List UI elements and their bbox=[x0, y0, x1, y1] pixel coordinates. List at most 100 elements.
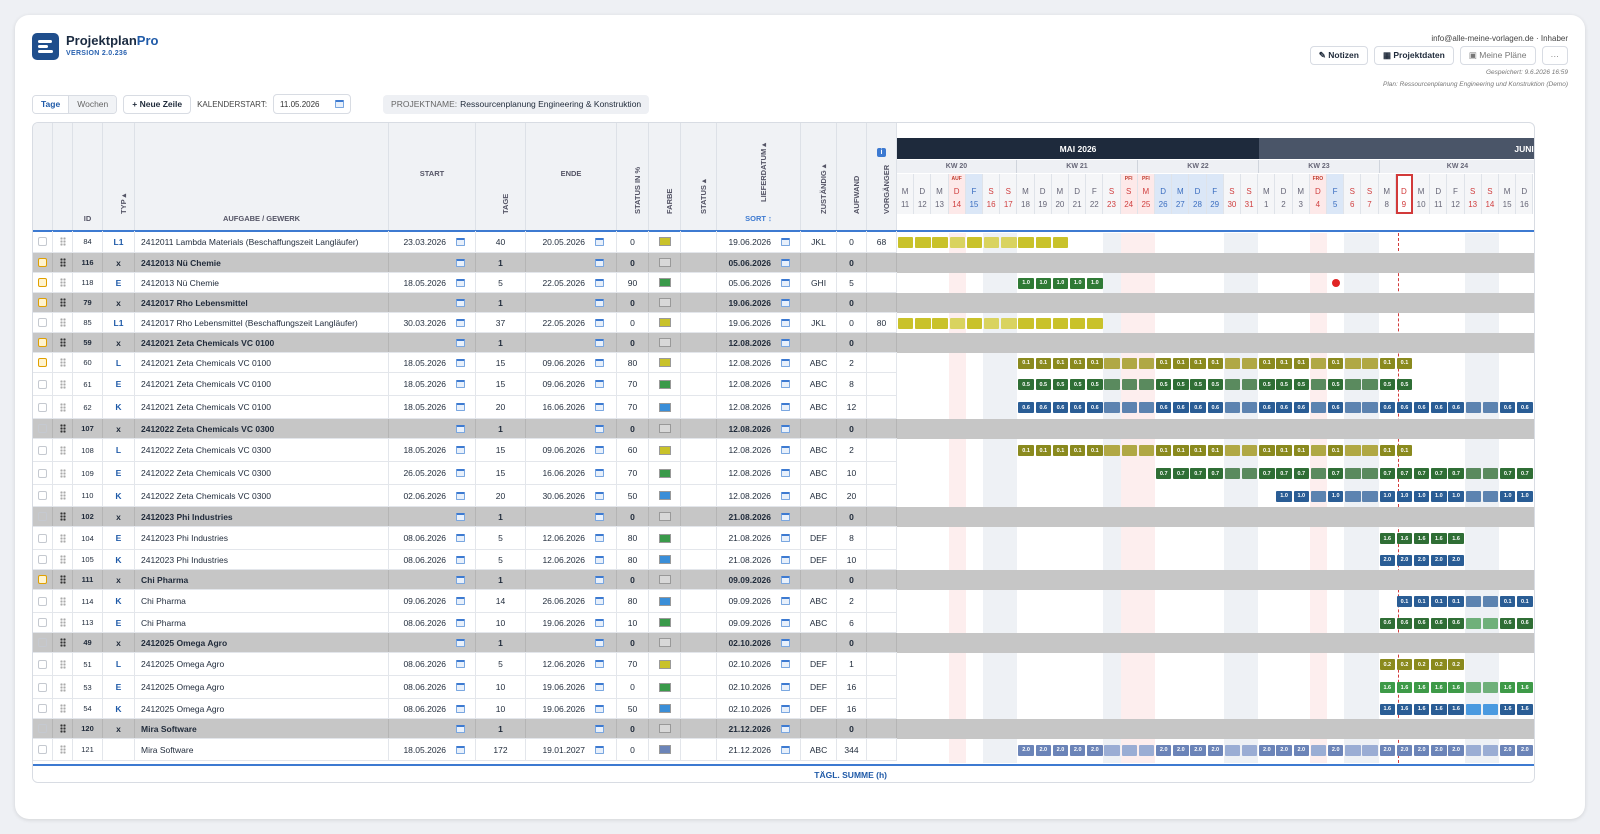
gantt-bar[interactable]: 0.2 bbox=[1414, 659, 1430, 670]
row-delivery[interactable]: 19.06.2026 bbox=[728, 317, 771, 328]
edit-icon[interactable] bbox=[38, 533, 47, 543]
gantt-bar[interactable] bbox=[1224, 468, 1241, 479]
calendar-icon[interactable] bbox=[456, 491, 465, 500]
row-days[interactable]: 1 bbox=[498, 723, 503, 734]
gantt-bar[interactable]: 2.0 bbox=[1431, 554, 1447, 566]
gantt-bar[interactable] bbox=[1482, 744, 1499, 756]
gantt-bar[interactable]: 2.0 bbox=[1414, 744, 1430, 756]
row-start[interactable]: 08.06.2026 bbox=[403, 533, 446, 543]
color-swatch[interactable] bbox=[658, 468, 671, 478]
calendar-icon[interactable] bbox=[456, 278, 465, 287]
row-status-pct[interactable]: 10 bbox=[627, 617, 638, 628]
col-header-id[interactable]: ID bbox=[73, 123, 103, 231]
row-end[interactable]: 09.06.2026 bbox=[542, 445, 585, 455]
gantt-bar[interactable]: 0.7 bbox=[1293, 468, 1309, 479]
color-swatch[interactable] bbox=[658, 618, 671, 627]
gantt-bar[interactable] bbox=[1362, 490, 1378, 502]
gantt-bar[interactable] bbox=[1224, 379, 1241, 390]
row-start[interactable]: 26.05.2026 bbox=[403, 468, 446, 478]
gantt-bar[interactable]: 0.6 bbox=[1414, 402, 1430, 413]
row-responsible[interactable]: ABC bbox=[809, 596, 828, 606]
day-header[interactable]: M 18 bbox=[1017, 174, 1035, 214]
edit-icon[interactable] bbox=[38, 237, 47, 246]
project-name-field[interactable]: PROJEKTNAME: Ressourcenplanung Engineerin… bbox=[383, 94, 650, 114]
gantt-bar[interactable] bbox=[1224, 744, 1241, 756]
day-header[interactable]: S 30 bbox=[1223, 174, 1241, 214]
edit-icon[interactable] bbox=[38, 638, 47, 647]
drag-handle-icon[interactable] bbox=[59, 338, 66, 347]
color-swatch[interactable] bbox=[658, 445, 671, 455]
row-responsible[interactable]: DEF bbox=[810, 554, 827, 565]
gantt-bar[interactable] bbox=[1362, 744, 1378, 756]
gantt-bar[interactable]: 0.1 bbox=[1328, 445, 1344, 456]
gantt-bar[interactable]: 0.1 bbox=[1396, 596, 1413, 607]
calendar-icon[interactable] bbox=[595, 745, 604, 754]
calendar-icon[interactable] bbox=[781, 380, 790, 388]
gantt-bar[interactable]: 1.6 bbox=[1414, 703, 1430, 715]
row-delivery[interactable]: 12.08.2026 bbox=[728, 402, 771, 412]
day-header[interactable]: F 15 bbox=[965, 174, 983, 214]
row-effort[interactable]: 0 bbox=[849, 637, 854, 648]
gantt-bar[interactable]: 0.1 bbox=[1259, 445, 1275, 456]
gantt-bar[interactable]: 0.1 bbox=[1379, 445, 1395, 456]
gantt-bar[interactable] bbox=[1345, 445, 1361, 456]
row-start[interactable]: 18.05.2026 bbox=[403, 379, 446, 389]
calendar-icon[interactable] bbox=[781, 638, 790, 647]
row-delivery[interactable]: 21.08.2026 bbox=[728, 511, 771, 522]
calendar-icon[interactable] bbox=[595, 298, 604, 307]
gantt-bar[interactable]: 0.6 bbox=[1087, 402, 1103, 413]
row-effort[interactable]: 0 bbox=[849, 423, 854, 434]
row-end[interactable]: 12.06.2026 bbox=[542, 659, 585, 669]
day-header[interactable]: PFI M 25 bbox=[1137, 174, 1155, 214]
gantt-bar[interactable] bbox=[1138, 744, 1155, 756]
gantt-bar[interactable] bbox=[1104, 744, 1120, 756]
group-row[interactable]: 102 x 2412023 Phi Industries 1 0 21.08.2026 0 bbox=[33, 507, 897, 527]
col-header-ende[interactable]: ENDE bbox=[526, 123, 617, 231]
row-days[interactable]: 1 bbox=[498, 423, 503, 434]
gantt-bar[interactable] bbox=[1121, 357, 1137, 369]
gantt-bar[interactable]: 0.5 bbox=[1207, 379, 1223, 390]
gantt-bar[interactable] bbox=[1345, 379, 1361, 390]
day-header[interactable]: F 29 bbox=[1206, 174, 1224, 214]
calendar-icon[interactable] bbox=[781, 318, 790, 327]
drag-handle-icon[interactable] bbox=[59, 298, 66, 307]
gantt-bar[interactable]: 0.6 bbox=[1379, 617, 1395, 629]
row-delivery[interactable]: 12.08.2026 bbox=[728, 445, 771, 455]
row-end[interactable]: 16.06.2026 bbox=[542, 468, 585, 478]
gantt-bar[interactable] bbox=[1310, 379, 1327, 390]
gantt-bar[interactable]: 0.1 bbox=[1431, 596, 1447, 607]
row-days[interactable]: 40 bbox=[495, 236, 506, 247]
gantt-bar[interactable]: 0.2 bbox=[1379, 659, 1395, 670]
color-swatch[interactable] bbox=[658, 659, 671, 669]
calendar-icon[interactable] bbox=[781, 298, 790, 307]
row-start[interactable]: 30.03.2026 bbox=[403, 317, 446, 328]
gantt-bar[interactable]: 0.1 bbox=[1052, 357, 1069, 369]
row-start[interactable]: 18.05.2026 bbox=[403, 744, 446, 755]
row-status-pct[interactable]: 50 bbox=[627, 703, 638, 714]
gantt-bar[interactable]: 1.0 bbox=[1293, 490, 1309, 502]
gantt-bar[interactable]: 0.5 bbox=[1070, 379, 1086, 390]
table-row[interactable]: 61 E 2412021 Zeta Chemicals VC 0100 18.05.2… bbox=[33, 373, 897, 396]
gantt-bar[interactable] bbox=[1138, 357, 1155, 369]
row-status-pct[interactable]: 0 bbox=[630, 723, 635, 734]
gantt-bar[interactable]: 0.6 bbox=[1259, 402, 1275, 413]
edit-icon[interactable] bbox=[38, 704, 47, 713]
gantt-bar[interactable] bbox=[1121, 402, 1137, 413]
row-status-pct[interactable]: 0 bbox=[630, 744, 635, 755]
edit-icon[interactable] bbox=[38, 258, 47, 267]
calendar-icon[interactable] bbox=[781, 446, 790, 454]
gantt-bar[interactable] bbox=[1121, 445, 1137, 456]
row-days[interactable]: 5 bbox=[498, 277, 503, 288]
edit-icon[interactable] bbox=[38, 379, 47, 389]
row-effort[interactable]: 0 bbox=[849, 236, 854, 247]
gantt-bar[interactable] bbox=[1242, 445, 1258, 456]
calendar-icon[interactable] bbox=[456, 512, 465, 521]
calendar-icon[interactable] bbox=[456, 597, 465, 605]
gantt-bar[interactable]: 1.6 bbox=[1500, 703, 1516, 715]
gantt-bar[interactable]: 0.7 bbox=[1328, 468, 1344, 479]
gantt-bar[interactable]: 2.0 bbox=[1328, 744, 1344, 756]
color-swatch[interactable] bbox=[658, 491, 671, 500]
gantt-bar[interactable] bbox=[1362, 445, 1378, 456]
gantt-bar[interactable] bbox=[1224, 357, 1241, 369]
calendar-icon[interactable] bbox=[595, 318, 604, 327]
